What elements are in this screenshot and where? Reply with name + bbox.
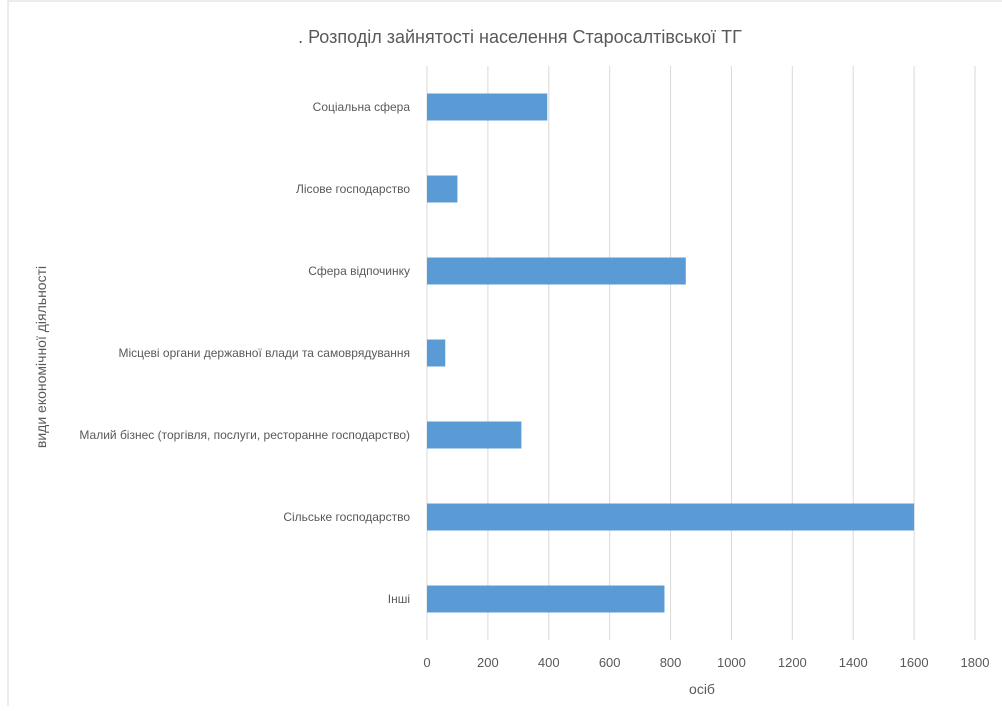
category-labels: Соціальна сфера Лісове господарство Сфера …	[79, 100, 410, 606]
category-label: Малий бізнес (торгівля, послуги, рестора…	[79, 428, 410, 442]
x-tick-labels: 0 200 400 600 800 1000 1200 1400 1600 1800	[423, 655, 989, 670]
x-tick-label: 0	[423, 655, 430, 670]
x-tick-label: 1200	[778, 655, 807, 670]
bar	[427, 503, 915, 531]
bar	[427, 93, 548, 121]
bars	[427, 93, 915, 613]
y-axis-title: види економічної діяльності	[33, 266, 49, 448]
category-label: Соціальна сфера	[313, 100, 411, 114]
x-axis-title: осіб	[689, 681, 715, 697]
x-tick-label: 1600	[900, 655, 929, 670]
chart-title: . Розподіл зайнятості населення Старосал…	[298, 27, 742, 47]
x-tick-label: 800	[660, 655, 682, 670]
x-tick-label: 1800	[961, 655, 990, 670]
x-tick-label: 1400	[839, 655, 868, 670]
bar	[427, 421, 522, 449]
bar	[427, 257, 686, 285]
bar	[427, 339, 446, 367]
bar	[427, 175, 458, 203]
x-tick-label: 600	[599, 655, 621, 670]
category-label: Лісове господарство	[296, 182, 410, 196]
x-tick-label: 1000	[717, 655, 746, 670]
x-tick-label: 200	[477, 655, 499, 670]
gridlines	[426, 66, 976, 640]
category-label: Сільське господарство	[283, 510, 410, 524]
category-label: Інші	[388, 592, 410, 606]
category-label: Місцеві органи державної влади та самовр…	[118, 346, 410, 360]
category-label: Сфера відпочинку	[308, 264, 410, 278]
x-tick-label: 400	[538, 655, 560, 670]
bar	[427, 585, 665, 613]
